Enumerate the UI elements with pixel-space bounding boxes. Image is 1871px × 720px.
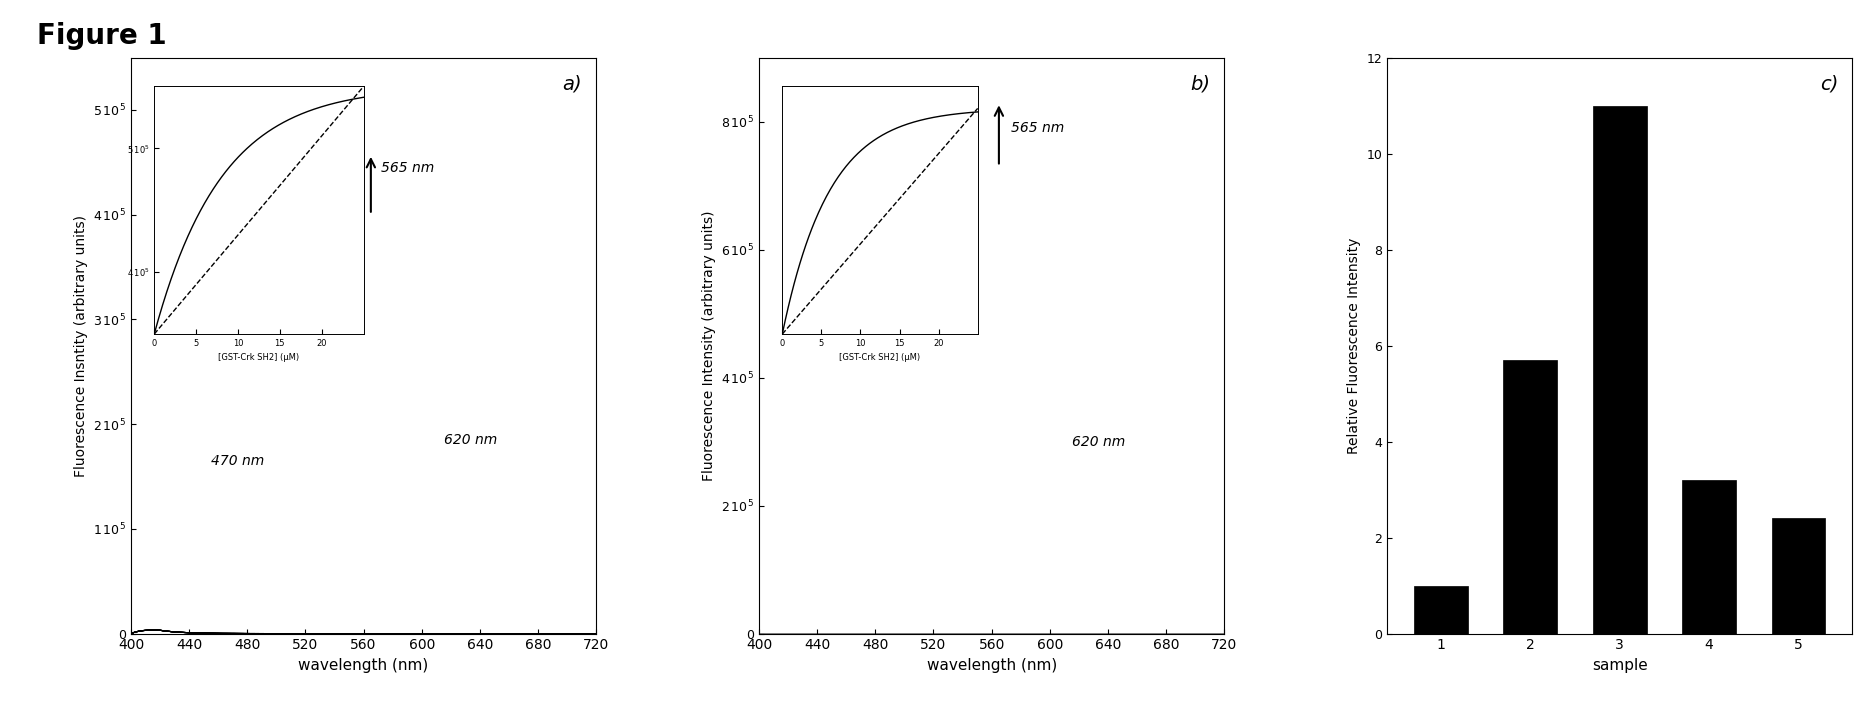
Y-axis label: Fluorescence Intensity (arbitrary units): Fluorescence Intensity (arbitrary units) [702, 210, 717, 481]
Text: b): b) [1190, 75, 1211, 94]
Y-axis label: Fluorescence Insntity (arbitrary units): Fluorescence Insntity (arbitrary units) [73, 215, 88, 477]
Bar [1414, 585, 1467, 634]
Y-axis label: Relative Fluorescence Intensity: Relative Fluorescence Intensity [1347, 238, 1360, 454]
Bar [1504, 360, 1557, 634]
Text: 565 nm: 565 nm [382, 161, 434, 174]
Bar [1592, 106, 1646, 634]
Text: 620 nm: 620 nm [443, 433, 498, 447]
Text: 565 nm: 565 nm [1010, 121, 1065, 135]
X-axis label: wavelength (nm): wavelength (nm) [299, 658, 428, 673]
Text: 470 nm: 470 nm [211, 454, 264, 468]
Text: c): c) [1820, 75, 1839, 94]
Bar [1682, 480, 1736, 634]
X-axis label: sample: sample [1592, 658, 1648, 673]
Text: a): a) [563, 75, 582, 94]
Text: 620 nm: 620 nm [1072, 435, 1124, 449]
Text: Figure 1: Figure 1 [37, 22, 167, 50]
X-axis label: wavelength (nm): wavelength (nm) [926, 658, 1057, 673]
Bar [1772, 518, 1826, 634]
